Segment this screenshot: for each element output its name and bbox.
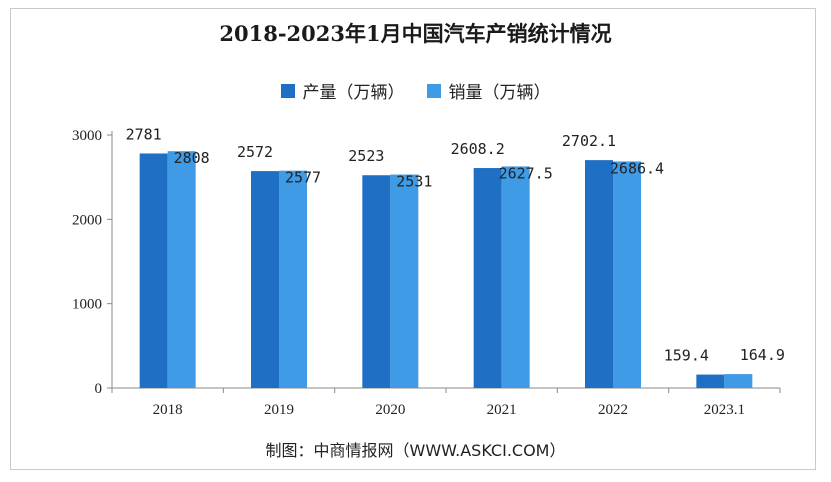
data-label-sales: 2627.5 bbox=[499, 164, 553, 182]
bar-production bbox=[362, 175, 391, 388]
bar-production bbox=[139, 153, 168, 388]
data-label-production: 2781 bbox=[126, 125, 162, 143]
legend-swatch-production bbox=[280, 83, 295, 98]
bar-production bbox=[585, 160, 613, 388]
chart-source: 制图：中商情报网（WWW.ASKCI.COM） bbox=[265, 441, 566, 460]
data-label-sales: 164.9 bbox=[740, 346, 785, 364]
legend-label-production: 产量（万辆） bbox=[302, 83, 405, 103]
y-tick-label: 1000 bbox=[72, 297, 102, 313]
chart-title: 2018-2023年1月中国汽车产销统计情况 bbox=[219, 21, 612, 46]
bar-production bbox=[251, 171, 279, 388]
data-label-sales: 2808 bbox=[174, 149, 210, 167]
x-tick-label: 2022 bbox=[598, 402, 628, 418]
bar-sales bbox=[279, 170, 307, 388]
bar-production bbox=[696, 374, 725, 388]
legend-item-production: 产量（万辆） bbox=[280, 78, 405, 103]
bar-sales bbox=[501, 166, 530, 388]
y-tick-label: 2000 bbox=[72, 212, 102, 228]
data-label-production: 159.4 bbox=[664, 347, 709, 365]
x-tick-label: 2019 bbox=[264, 402, 294, 418]
bar-sales bbox=[167, 151, 196, 388]
x-tick-label: 2018 bbox=[153, 402, 183, 418]
data-label-production: 2572 bbox=[237, 143, 273, 161]
legend-item-sales: 销量（万辆） bbox=[426, 78, 551, 103]
data-label-production: 2702.1 bbox=[562, 132, 616, 150]
bar-sales bbox=[390, 174, 419, 388]
data-label-sales: 2531 bbox=[396, 173, 432, 191]
x-tick-label: 2023.1 bbox=[704, 402, 745, 418]
chart-legend: 产量（万辆） 销量（万辆） bbox=[0, 78, 831, 103]
data-label-production: 2523 bbox=[348, 147, 384, 165]
y-tick-label: 0 bbox=[95, 381, 103, 397]
x-tick-label: 2020 bbox=[375, 402, 405, 418]
data-label-production: 2608.2 bbox=[451, 140, 505, 158]
y-tick-label: 3000 bbox=[72, 128, 102, 144]
bar-sales bbox=[613, 161, 641, 388]
data-label-sales: 2577 bbox=[285, 169, 321, 187]
legend-label-sales: 销量（万辆） bbox=[448, 83, 551, 103]
bar-production bbox=[473, 168, 502, 388]
bar-sales bbox=[724, 374, 753, 388]
data-label-sales: 2686.4 bbox=[610, 159, 664, 177]
legend-swatch-sales bbox=[426, 83, 441, 98]
x-tick-label: 2021 bbox=[487, 402, 517, 418]
